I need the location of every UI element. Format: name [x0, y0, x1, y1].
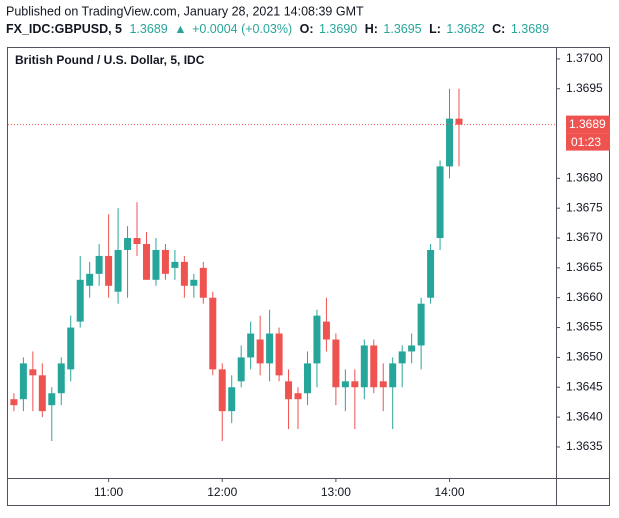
- c-value: 1.3689: [511, 22, 549, 36]
- candle-body: [152, 249, 160, 280]
- candle-body: [190, 279, 198, 286]
- candle-body: [303, 363, 311, 394]
- x-tick-label: 12:00: [207, 485, 237, 499]
- symbol: FX_IDC:GBPUSD, 5: [6, 22, 122, 36]
- y-tick-label: 1.3675: [566, 200, 603, 214]
- y-tick-label: 1.3635: [566, 439, 603, 453]
- y-tick-label: 1.3645: [566, 379, 603, 393]
- candle-body: [19, 363, 27, 400]
- countdown: 01:23: [571, 135, 601, 149]
- candle-body: [171, 261, 179, 268]
- chart-title: British Pound / U.S. Dollar, 5, IDC: [15, 53, 205, 67]
- o-label: O:: [300, 22, 314, 36]
- candle-body: [57, 363, 65, 394]
- y-tick-label: 1.3650: [566, 350, 603, 364]
- plot-area: [1, 88, 463, 441]
- countdown-box: [566, 133, 610, 151]
- published-line: Published on TradingView.com, January 28…: [6, 4, 364, 18]
- candle-body: [218, 369, 226, 412]
- y-tick-label: 1.3670: [566, 230, 603, 244]
- candle-body: [142, 243, 150, 280]
- candle-body: [322, 321, 330, 340]
- up-arrow: ▲: [174, 22, 186, 36]
- candle-body: [1, 399, 8, 411]
- x-tick-label: 14:00: [435, 485, 465, 499]
- candle-body: [455, 118, 463, 125]
- c-label: C:: [492, 22, 505, 36]
- candle-body: [48, 393, 56, 406]
- candle-body: [351, 381, 359, 388]
- candle-body: [67, 327, 75, 370]
- change: +0.0004 (+0.03%): [192, 22, 292, 36]
- candle-body: [360, 345, 368, 388]
- candle-body: [161, 249, 169, 274]
- candle-body: [275, 333, 283, 376]
- candle-body: [408, 345, 416, 352]
- candle-body: [180, 261, 188, 286]
- candle-body: [247, 333, 255, 358]
- price-box: [566, 115, 610, 134]
- price-label: 1.3689: [569, 117, 606, 131]
- candle-body: [332, 339, 340, 388]
- candle-body: [370, 345, 378, 388]
- candle-body: [199, 267, 207, 298]
- candle-body: [10, 399, 18, 406]
- x-tick-label: 13:00: [321, 485, 351, 499]
- candle-body: [427, 249, 435, 298]
- candle-body: [133, 238, 141, 244]
- candle-body: [29, 369, 37, 376]
- candle-body: [389, 363, 397, 388]
- y-tick-label: 1.3655: [566, 320, 603, 334]
- candle-body: [76, 279, 84, 322]
- ohlc-line: FX_IDC:GBPUSD, 5 1.3689 ▲ +0.0004 (+0.03…: [6, 22, 549, 36]
- candle-body: [436, 166, 444, 239]
- l-value: 1.3682: [446, 22, 484, 36]
- candle-body: [398, 351, 406, 364]
- y-tick-label: 1.3665: [566, 260, 603, 274]
- y-tick-label: 1.3695: [566, 81, 603, 95]
- candle-body: [114, 249, 122, 292]
- o-value: 1.3690: [319, 22, 357, 36]
- y-tick-label: 1.3680: [566, 171, 603, 185]
- candle-body: [256, 339, 264, 364]
- candle-body: [228, 387, 236, 412]
- h-label: H:: [365, 22, 378, 36]
- candle-body: [417, 303, 425, 346]
- candle-body: [313, 315, 321, 364]
- candle-body: [266, 333, 274, 364]
- l-label: L:: [429, 22, 441, 36]
- y-tick-label: 1.3660: [566, 290, 603, 304]
- candle-body: [38, 375, 46, 412]
- y-tick-label: 1.3700: [566, 51, 603, 65]
- candle-body: [379, 381, 387, 388]
- candle-body: [285, 381, 293, 400]
- last: 1.3689: [129, 22, 167, 36]
- candle-body: [446, 118, 454, 167]
- frame: [7, 47, 610, 506]
- y-tick-label: 1.3640: [566, 409, 603, 423]
- candle-body: [124, 238, 132, 250]
- candle-body: [294, 393, 302, 400]
- candle-body: [95, 255, 103, 274]
- candle-body: [209, 297, 217, 370]
- candle-body: [341, 381, 349, 388]
- candle-body: [105, 255, 113, 286]
- h-value: 1.3695: [383, 22, 421, 36]
- candle-body: [86, 273, 94, 286]
- x-tick-label: 11:00: [94, 485, 123, 499]
- candle-body: [237, 357, 245, 382]
